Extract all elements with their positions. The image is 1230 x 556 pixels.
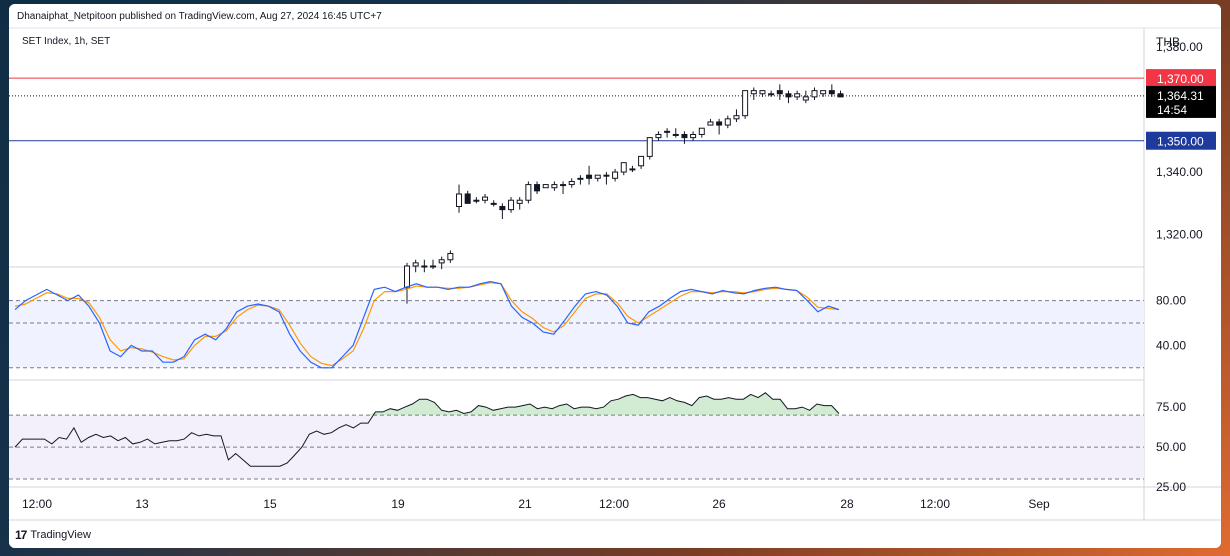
candle-body bbox=[560, 184, 567, 187]
candle-body bbox=[447, 252, 454, 261]
candle-body bbox=[594, 174, 601, 179]
candle-body bbox=[655, 133, 662, 139]
candle-body bbox=[759, 90, 766, 95]
candle-body bbox=[707, 121, 714, 126]
osc1-tick-label: 80.00 bbox=[1156, 294, 1186, 308]
candle-body bbox=[499, 206, 506, 211]
osc2-tick-label: 25.00 bbox=[1156, 480, 1186, 494]
price-tick-label: 1,380.00 bbox=[1156, 40, 1203, 54]
candle-body bbox=[603, 174, 610, 177]
publish-info: Dhanaiphat_Netpitoon published on Tradin… bbox=[17, 11, 382, 22]
level-label-bg bbox=[1146, 131, 1216, 150]
osc2-tick-label: 50.00 bbox=[1156, 440, 1186, 454]
candle-body bbox=[551, 184, 558, 189]
time-tick-label: 12:00 bbox=[599, 497, 629, 511]
candle-body bbox=[811, 90, 818, 98]
candle-body bbox=[516, 199, 523, 204]
candle-body bbox=[638, 155, 645, 167]
level-label-bg bbox=[1146, 69, 1216, 88]
level-label: 1,370.00 bbox=[1157, 72, 1204, 86]
candle-body bbox=[698, 127, 705, 135]
symbol-legend[interactable]: SET Index, 1h, SET bbox=[22, 36, 111, 47]
candle-body bbox=[724, 118, 731, 126]
candle-body bbox=[586, 174, 593, 179]
time-tick-label: 15 bbox=[263, 497, 277, 511]
candle-body bbox=[733, 115, 740, 120]
chart-card: THB 1,380.00 1,340.00 1,320.00 1,370.00 1,350… bbox=[9, 4, 1221, 548]
candle-body bbox=[742, 90, 749, 117]
time-tick-label: 28 bbox=[840, 497, 854, 511]
tradingview-footer[interactable]: 17 TradingView bbox=[15, 528, 91, 542]
candle-body bbox=[568, 180, 575, 186]
candle-body bbox=[525, 184, 532, 201]
candle-body bbox=[768, 93, 775, 96]
candle-body bbox=[473, 199, 480, 202]
last-price-bg bbox=[1146, 85, 1216, 118]
candle-body bbox=[802, 96, 809, 101]
candle-body bbox=[681, 133, 688, 139]
candle-body bbox=[490, 202, 497, 205]
candle-body bbox=[776, 90, 783, 95]
time-tick-label: 13 bbox=[135, 497, 149, 511]
osc1-band-fill bbox=[9, 300, 1144, 368]
candle-body bbox=[828, 90, 835, 95]
brand-label: TradingView bbox=[30, 529, 91, 541]
candle-body bbox=[542, 184, 549, 189]
candle-body bbox=[672, 133, 679, 136]
osc2-tick-label: 75.00 bbox=[1156, 400, 1186, 414]
candle-body bbox=[646, 137, 653, 157]
osc2-line bbox=[14, 392, 840, 467]
price-tick-label: 1,340.00 bbox=[1156, 165, 1203, 179]
candle-body bbox=[508, 199, 515, 211]
candle-body bbox=[412, 262, 419, 267]
time-tick-label: 12:00 bbox=[22, 497, 52, 511]
time-tick-label: 12:00 bbox=[920, 497, 950, 511]
candle-body bbox=[716, 121, 723, 126]
time-tick-label: 26 bbox=[712, 497, 726, 511]
candle-body bbox=[785, 93, 792, 98]
candle-body bbox=[629, 168, 636, 171]
time-tick-label: 19 bbox=[391, 497, 405, 511]
countdown-label: 14:54 bbox=[1157, 103, 1187, 117]
candle-body bbox=[750, 90, 757, 95]
candle-body bbox=[430, 265, 437, 268]
candle-body bbox=[820, 90, 827, 95]
candle-body bbox=[534, 184, 541, 192]
candle-body bbox=[577, 177, 584, 180]
last-price-label: 1,364.31 bbox=[1157, 89, 1204, 103]
candle-body bbox=[794, 93, 801, 98]
time-tick-label: 21 bbox=[518, 497, 532, 511]
currency-label: THB bbox=[1156, 35, 1180, 49]
candle-body bbox=[421, 265, 428, 268]
candle-body bbox=[837, 93, 844, 98]
candle-body bbox=[620, 162, 627, 173]
candle-body bbox=[690, 133, 697, 139]
osc1-tick-label: 40.00 bbox=[1156, 338, 1186, 352]
candle-body bbox=[438, 259, 445, 264]
osc2-overbought-fill bbox=[15, 392, 839, 416]
level-label: 1,350.00 bbox=[1157, 135, 1204, 149]
candle-body bbox=[404, 265, 410, 289]
tradingview-logo-icon: 17 bbox=[15, 528, 27, 542]
candle-body bbox=[664, 130, 671, 133]
price-tick-label: 1,320.00 bbox=[1156, 228, 1203, 242]
time-tick-label: Sep bbox=[1028, 497, 1050, 511]
candle-body bbox=[464, 193, 471, 204]
candle-body bbox=[482, 196, 489, 201]
candle-body bbox=[456, 193, 463, 207]
osc1-k-line bbox=[14, 280, 840, 369]
candle-body bbox=[612, 171, 619, 179]
